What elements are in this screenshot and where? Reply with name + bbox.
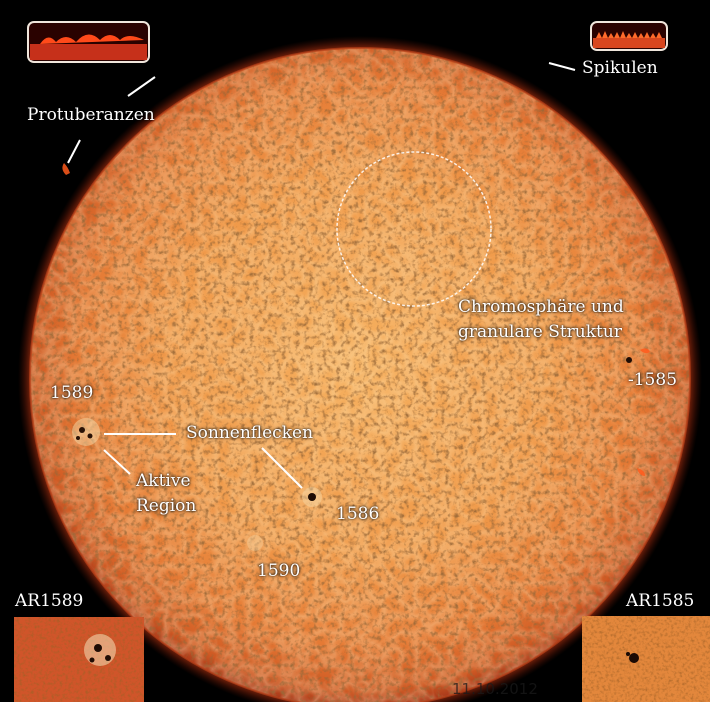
label-ar-1590: 1590 xyxy=(257,561,301,581)
inset-title-ar1585: AR1585 xyxy=(626,591,695,611)
inset-title-ar1589: AR1589 xyxy=(15,591,84,611)
date-stamp: 11.10.2012 xyxy=(452,680,538,698)
line-protuberanzen-up xyxy=(127,76,156,97)
label-spikulen: Spikulen xyxy=(582,58,658,78)
label-aktive-region-line2: Region xyxy=(136,496,197,516)
line-sonnenflecken-ar1586 xyxy=(261,447,303,489)
inset-ar1585 xyxy=(582,616,710,702)
inset-protuberanzen xyxy=(27,21,150,63)
sunspot-ar1585 xyxy=(626,357,632,363)
label-protuberanzen: Protuberanzen xyxy=(27,105,155,125)
inset-spikulen xyxy=(590,21,668,51)
inset-ar1589 xyxy=(14,617,144,702)
label-chromosphaere-line1: Chromosphäre und xyxy=(458,297,624,317)
chromosphere-highlight-circle xyxy=(336,151,492,307)
label-ar-1586: 1586 xyxy=(336,504,380,524)
sunspot-ar1586 xyxy=(302,487,322,507)
label-chromosphaere-line2: granulare Struktur xyxy=(458,322,622,342)
label-sonnenflecken: Sonnenflecken xyxy=(186,423,314,443)
label-ar-1589: 1589 xyxy=(50,383,94,403)
sunspot-ar1589 xyxy=(72,418,100,446)
annotation-lines xyxy=(67,62,576,489)
label-aktive-region-line1: Aktive xyxy=(136,471,191,491)
label-ar-1585: -1585 xyxy=(628,370,678,390)
line-aktive-region xyxy=(103,449,131,475)
line-spikulen xyxy=(548,62,576,71)
sunspot-ar1590 xyxy=(247,535,263,551)
line-protuberanzen-down xyxy=(67,139,81,164)
prominences xyxy=(62,163,650,476)
sun-disk xyxy=(18,36,702,702)
